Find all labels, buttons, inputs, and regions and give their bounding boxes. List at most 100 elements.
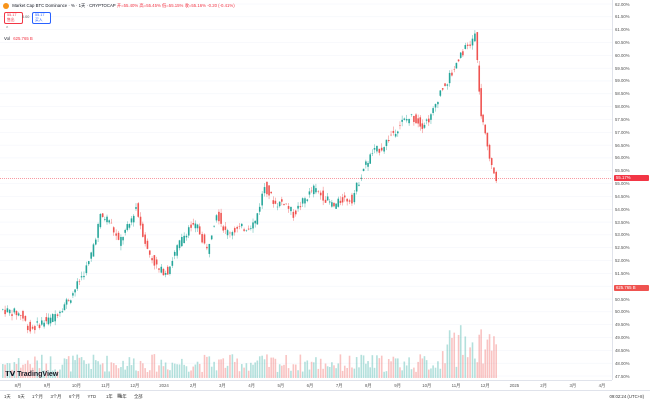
candle-body <box>233 228 236 233</box>
range-button[interactable]: 1天 <box>4 394 11 399</box>
candle-body <box>187 227 190 236</box>
tradingview-logo[interactable]: 𝗧𝗩 TradingView <box>5 370 58 378</box>
time-tick: 12月 <box>480 383 490 388</box>
candle-body <box>144 234 146 244</box>
price-tick: 54.00% <box>615 206 630 212</box>
time-tick: 8月 <box>365 383 372 388</box>
candle-body <box>441 88 444 90</box>
volume-legend: Vol 625.765 B <box>4 36 33 41</box>
volume-bar <box>392 356 395 378</box>
candle-body <box>218 211 220 222</box>
volume-bar <box>92 354 95 378</box>
range-button[interactable]: 1个月 <box>32 394 43 399</box>
candle-body <box>148 250 151 255</box>
candle-body <box>380 147 383 151</box>
range-button[interactable]: 6个月 <box>69 394 80 399</box>
volume-bar <box>376 355 378 378</box>
range-button[interactable]: 5天 <box>18 394 25 399</box>
spread-value: 0.00 <box>22 15 30 19</box>
candle-body <box>99 213 102 228</box>
buy-button[interactable]: 55.17 买入 <box>32 12 51 24</box>
volume-bar <box>65 359 68 378</box>
candle-body <box>405 119 408 121</box>
volume-bar <box>415 371 417 378</box>
range-button[interactable]: 5年 <box>120 394 127 399</box>
range-button[interactable]: 全部 <box>134 394 143 399</box>
candle-body <box>183 235 185 244</box>
volume-bar <box>459 325 462 378</box>
candle-body <box>297 205 299 209</box>
candle-body <box>304 198 306 204</box>
range-button[interactable]: YTD <box>87 394 97 399</box>
volume-bar <box>74 360 76 378</box>
volume-bar <box>417 361 419 378</box>
volume-bar <box>17 358 20 378</box>
volume-bar <box>360 354 363 378</box>
candle-body <box>210 235 213 240</box>
volume-bar <box>106 355 108 378</box>
sell-button[interactable]: 55.17 售出 <box>4 12 23 24</box>
price-tick: 61.00% <box>615 27 630 33</box>
time-tick: 2月 <box>189 383 197 388</box>
candle-body <box>476 32 479 61</box>
candle-body <box>26 325 29 331</box>
range-button[interactable]: 1年 <box>106 394 113 399</box>
volume-bar <box>339 354 342 378</box>
candle-body <box>74 289 76 293</box>
volume-bar <box>132 358 135 378</box>
price-chart[interactable] <box>0 0 612 380</box>
bottom-toolbar: 1天 5天 1个月 3个月 6个月 YTD 1年 5年 全部 ▦ 09:02:24 (UTC+8… <box>0 390 650 402</box>
volume-bar <box>276 371 279 378</box>
price-axis[interactable]: 62.00% 61.50% 61.00% 60.50% 60.00% 59.50% 59.0… <box>612 0 650 380</box>
volume-bar <box>139 360 142 378</box>
bitcoin-icon <box>3 3 9 9</box>
candle-body <box>444 83 446 86</box>
candle-body <box>394 133 397 137</box>
volume-bar <box>410 369 413 378</box>
symbol-title[interactable]: Market Cap BTC Dominance · % · 1天 · CRYP… <box>12 3 116 9</box>
candle-body <box>173 251 176 256</box>
price-tick: 49.00% <box>615 335 630 341</box>
candle-body <box>324 199 327 203</box>
timezone-display[interactable]: 09:02:24 (UTC+8) <box>609 394 644 399</box>
candle-body <box>306 199 309 201</box>
candle-body <box>31 326 34 329</box>
candle-body <box>137 203 140 217</box>
volume-bar <box>351 367 353 378</box>
volume-bar <box>190 370 192 378</box>
candle-body <box>446 84 449 86</box>
volume-bar <box>328 366 331 378</box>
volume-bar <box>115 365 117 378</box>
volume-bar <box>201 371 203 378</box>
volume-bar <box>203 354 206 378</box>
volume-bar <box>176 364 178 378</box>
candle-body <box>301 198 304 204</box>
candle-body <box>351 194 353 204</box>
volume-bar <box>6 363 9 378</box>
candle-body <box>117 232 120 240</box>
volume-bar <box>135 370 137 378</box>
volume-bar <box>112 363 115 378</box>
price-tick: 47.50% <box>615 373 630 379</box>
volume-bar <box>233 361 236 378</box>
volume-bar <box>243 367 245 378</box>
calendar-icon[interactable]: ▦ <box>117 393 122 399</box>
chart-area[interactable]: Market Cap BTC Dominance · % · 1天 · CRYP… <box>0 0 612 380</box>
volume-bar <box>229 354 231 378</box>
volume-bar <box>183 364 185 378</box>
volume-bar <box>198 363 201 378</box>
volume-bar <box>137 371 140 378</box>
candle-body <box>276 206 279 208</box>
time-tick: 2025 <box>509 383 520 388</box>
volume-bar <box>462 354 464 378</box>
time-tick: 6月 <box>306 383 314 388</box>
range-button[interactable]: 3个月 <box>50 394 62 399</box>
volume-bar <box>455 366 458 378</box>
candle-body <box>90 252 92 259</box>
time-axis[interactable]: 8月 9月 10月 11月 12月 2024 2月 3月 4月 5月 6月 7月 8月 9月 10月 11月 1… <box>0 380 612 391</box>
candle-body <box>164 272 167 275</box>
price-tick: 50.00% <box>615 309 630 315</box>
collapse-icon[interactable]: ⌃ <box>5 26 10 32</box>
time-tick: 2024 <box>159 383 169 388</box>
candle-body <box>203 234 206 244</box>
